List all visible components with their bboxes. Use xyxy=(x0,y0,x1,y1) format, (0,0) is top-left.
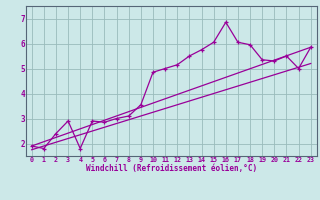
X-axis label: Windchill (Refroidissement éolien,°C): Windchill (Refroidissement éolien,°C) xyxy=(86,164,257,173)
